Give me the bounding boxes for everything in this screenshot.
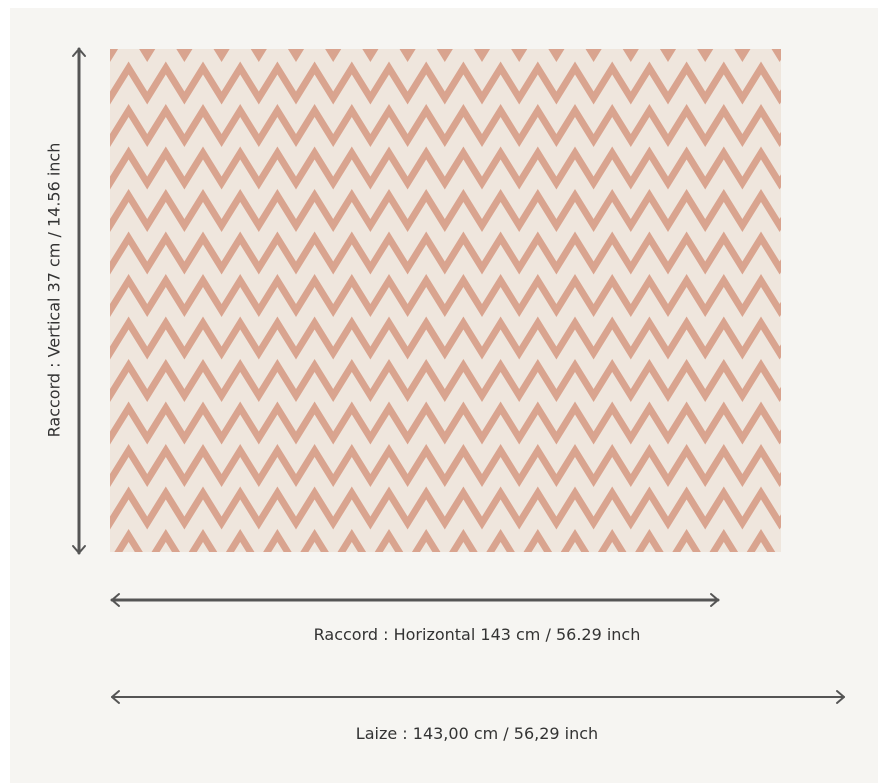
chevron-stripe-5 — [110, 189, 781, 232]
chevron-stripe-3 — [110, 104, 781, 147]
horizontal-repeat-label: Raccord : Horizontal 143 cm / 56.29 inch — [313, 625, 641, 644]
chevron-stripe-10 — [110, 401, 781, 445]
chevron-stripe-9 — [110, 359, 781, 402]
chevron-stripe-2 — [110, 61, 781, 105]
chevron-stripe-11 — [110, 444, 781, 487]
chevron-stripe-6 — [110, 231, 781, 275]
chevron-stripe-4 — [110, 146, 781, 190]
fabric-swatch — [110, 49, 781, 552]
vertical-repeat-arrow — [72, 47, 86, 555]
width-label: Laize : 143,00 cm / 56,29 inch — [355, 724, 599, 743]
chevron-stripe-8 — [110, 316, 781, 360]
chevron-stripe-13 — [114, 529, 776, 552]
horizontal-repeat-arrow — [110, 593, 720, 607]
chevron-stripe-7 — [110, 274, 781, 317]
fabric-pattern — [110, 49, 781, 552]
chevron-stripe-12 — [110, 486, 781, 530]
chevron-stripe-1 — [110, 49, 781, 62]
vertical-repeat-label: Raccord : Vertical 37 cm / 14.56 inch — [44, 142, 64, 438]
width-arrow — [111, 690, 845, 704]
